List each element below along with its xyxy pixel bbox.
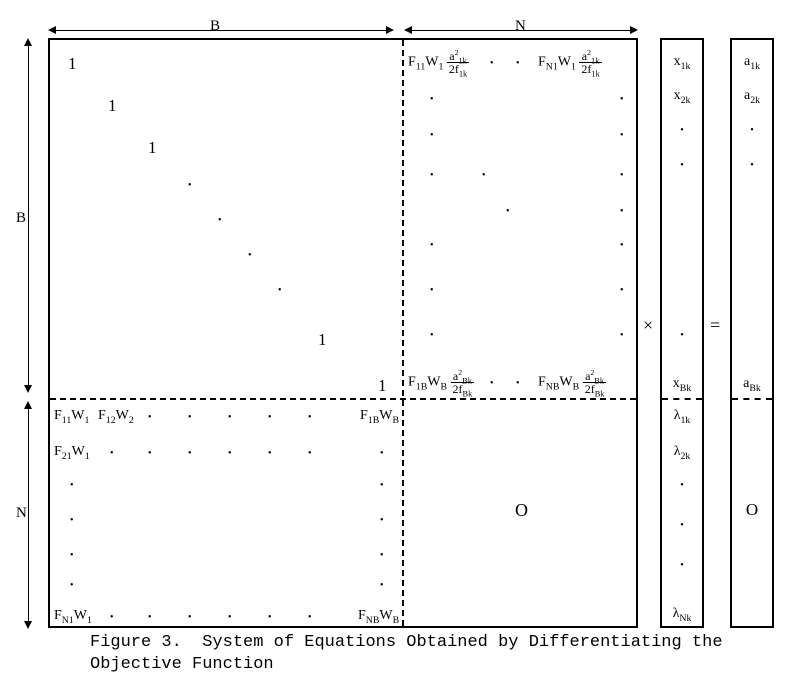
matrix-hsplit bbox=[50, 398, 636, 400]
identity-1: 1 bbox=[318, 330, 327, 350]
vec-x2k: x2k bbox=[662, 88, 702, 104]
ll-f1bwb: F1BWB bbox=[360, 408, 399, 424]
ll-f21w1: F21W1 bbox=[54, 444, 90, 460]
vec-l2k: λ2k bbox=[662, 444, 702, 460]
left-arrow-n bbox=[28, 403, 29, 626]
a-vector: a1k a2k • • aBk O bbox=[730, 38, 774, 628]
coefficient-matrix: 1 1 1 • • • • 1 1 F11W1 a21k2f1k • • FN1… bbox=[48, 38, 638, 628]
ur-fnbwb-term: FNBWB a2Bk2fBk bbox=[538, 370, 606, 395]
axis-left-n: N bbox=[16, 505, 27, 522]
caption-label: Figure 3. bbox=[90, 633, 182, 652]
identity-1: 1 bbox=[108, 96, 117, 116]
diag-dot: • bbox=[278, 285, 282, 296]
equation-diagram: B N B N 1 1 1 • • • • 1 1 F11W1 a21k2f1k… bbox=[10, 20, 778, 640]
vec-x1k: x1k bbox=[662, 54, 702, 70]
axis-left-b: B bbox=[16, 210, 26, 227]
vec-l1k: λ1k bbox=[662, 408, 702, 424]
diag-dot: • bbox=[218, 215, 222, 226]
identity-1: 1 bbox=[68, 54, 77, 74]
times-operator: × bbox=[643, 315, 653, 336]
vec-xbk: xBk bbox=[662, 376, 702, 392]
x-vector: x1k x2k • • • xBk λ1k λ2k • • • λNk bbox=[660, 38, 704, 628]
ll-f12w2: F12W2 bbox=[98, 408, 134, 424]
identity-1: 1 bbox=[378, 376, 387, 396]
left-arrow-b bbox=[28, 40, 29, 390]
vec-abk: aBk bbox=[732, 376, 772, 392]
equals-operator: = bbox=[710, 315, 720, 336]
ll-fnbwb: FNBWB bbox=[358, 608, 399, 624]
vec-a2k: a2k bbox=[732, 88, 772, 104]
ur-f1bwb-term: F1BWB a2Bk2fBk bbox=[408, 370, 474, 395]
top-arrow-b bbox=[50, 30, 392, 31]
ll-f11w1: F11W1 bbox=[54, 408, 89, 424]
matrix-vsplit bbox=[402, 40, 404, 626]
caption-text: System of Equations Obtained by Differen… bbox=[90, 633, 723, 674]
axis-top-b: B bbox=[210, 18, 220, 35]
ur-f11w1-term: F11W1 a21k2f1k bbox=[408, 50, 469, 75]
vec-lnk: λNk bbox=[662, 606, 702, 622]
zero-block: O bbox=[515, 500, 528, 521]
ll-fn1w1: FN1W1 bbox=[54, 608, 92, 624]
figure-caption: Figure 3. System of Equations Obtained b… bbox=[90, 632, 750, 676]
vec-a1k: a1k bbox=[732, 54, 772, 70]
diag-dot: • bbox=[248, 250, 252, 261]
vec-zero: O bbox=[732, 500, 772, 520]
diag-dot: • bbox=[188, 180, 192, 191]
identity-1: 1 bbox=[148, 138, 157, 158]
ur-fn1w1-term: FN1W1 a21k2f1k bbox=[538, 50, 602, 75]
axis-top-n: N bbox=[515, 18, 526, 35]
